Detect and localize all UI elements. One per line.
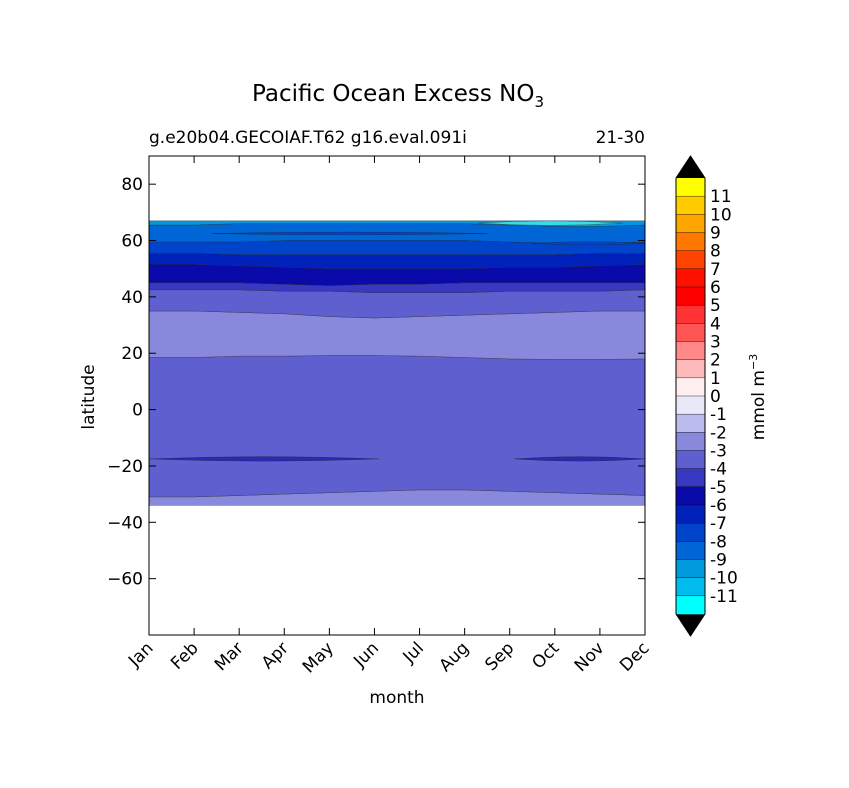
colorbar-tick-label: -4: [710, 460, 727, 480]
colorbar-swatch: [676, 559, 705, 578]
y-tick-label: 20: [121, 344, 143, 364]
colorbar-tick-label: -11: [710, 587, 738, 607]
y-tick-label: −20: [107, 457, 143, 477]
colorbar-swatch: [676, 432, 705, 451]
chart-title-main: Pacific Ocean Excess NO: [252, 81, 534, 107]
colorbar-swatch: [676, 468, 705, 488]
colorbar-tick-label: -9: [710, 551, 727, 571]
colorbar-tick-label: 9: [710, 224, 721, 244]
y-axis-label: latitude: [79, 364, 99, 429]
colorbar-tick-label: -3: [710, 442, 727, 462]
colorbar-swatch: [676, 250, 705, 270]
x-tick-label: Mar: [211, 638, 248, 675]
x-tick-label: Sep: [481, 638, 518, 675]
chart-subtitle-right: 21-30: [596, 128, 645, 148]
contour-band-3: [148, 310, 646, 360]
colorbar-swatch: [676, 541, 705, 560]
x-tick-label: Nov: [571, 638, 609, 676]
colorbar-tick-label: 2: [710, 351, 721, 371]
y-tick-label: −40: [107, 513, 143, 533]
colorbar-tick-label: -7: [710, 514, 727, 534]
colorbar-swatch: [676, 178, 705, 197]
colorbar-label-exponent: −3: [747, 354, 760, 370]
chart-title-subscript: 3: [534, 93, 544, 111]
colorbar-swatch: [676, 359, 705, 379]
colorbar-tick-label: -10: [710, 569, 738, 589]
contour-patch-5: [478, 220, 623, 226]
colorbar-extend-top: [676, 156, 705, 178]
y-tick-label: −60: [107, 570, 143, 590]
colorbar-tick-label: -8: [710, 532, 727, 552]
colorbar-tick-label: 3: [710, 333, 721, 353]
colorbar-swatch: [676, 486, 705, 506]
chart-subtitle-left: g.e20b04.GECOIAF.T62 g16.eval.091i: [149, 128, 467, 148]
colorbar-tick-label: -5: [710, 478, 727, 498]
y-tick-label: 0: [132, 401, 143, 421]
x-tick-label: Jul: [399, 638, 428, 667]
colorbar-swatch: [676, 414, 705, 433]
y-tick-label: 60: [121, 232, 143, 252]
colorbar-swatch: [676, 577, 705, 597]
x-axis-label: month: [369, 688, 424, 708]
colorbar-swatch: [676, 505, 705, 524]
colorbar-swatch: [676, 396, 705, 415]
colorbar-tick-label: 4: [710, 314, 721, 334]
colorbar-swatch: [676, 341, 705, 360]
colorbar-swatch: [676, 523, 705, 542]
colorbar-outline: [675, 155, 706, 637]
x-tick-label: Aug: [436, 638, 474, 676]
colorbar-tick-label: 1: [710, 369, 721, 389]
colorbar-swatch: [676, 287, 705, 306]
colorbar-tick-label: -1: [710, 405, 727, 425]
x-tick-label: Apr: [258, 638, 293, 673]
chart-title: Pacific Ocean Excess NO3: [252, 81, 544, 111]
x-tick-label: Jun: [349, 638, 383, 672]
colorbar-tick-label: 8: [710, 242, 721, 262]
colorbar-swatch: [676, 232, 705, 251]
x-tick-label: Dec: [616, 638, 653, 675]
x-tick-label: May: [299, 638, 338, 677]
y-tick-label: 40: [121, 288, 143, 308]
colorbar-swatch: [676, 450, 705, 469]
colorbar-swatch: [676, 268, 705, 288]
contour-patch-3: [212, 231, 488, 236]
colorbar-tick-label: 11: [710, 187, 732, 207]
plot-fills: [148, 220, 646, 506]
x-tick-label: Feb: [167, 638, 202, 673]
contour-band-2: [148, 355, 646, 498]
colorbar-tick-label: -6: [710, 496, 727, 516]
colorbar-swatch: [676, 196, 705, 215]
plot-frame: [148, 155, 646, 636]
x-tick-label: Jan: [124, 638, 157, 671]
colorbar-tick-label: 6: [710, 278, 721, 298]
colorbar-swatch: [676, 305, 705, 324]
colorbar-swatch: [676, 323, 705, 342]
colorbar-tick-label: 5: [710, 296, 721, 316]
colorbar-label-main: mmol m: [749, 370, 769, 440]
colorbar-tick-label: 10: [710, 205, 732, 225]
y-tick-label: 80: [121, 175, 143, 195]
colorbar-swatch: [676, 595, 705, 615]
x-tick-label: Oct: [528, 638, 563, 673]
colorbar-swatch: [676, 214, 705, 233]
colorbar-swatch: [676, 377, 705, 397]
colorbar-tick-label: -2: [710, 423, 727, 443]
colorbar-tick-label: 7: [710, 260, 721, 280]
colorbar-tick-label: 0: [710, 387, 721, 407]
colorbar-extend-bottom: [676, 614, 705, 636]
colorbar-label: mmol m−3: [747, 354, 769, 440]
contour-patch-1: [148, 456, 380, 462]
